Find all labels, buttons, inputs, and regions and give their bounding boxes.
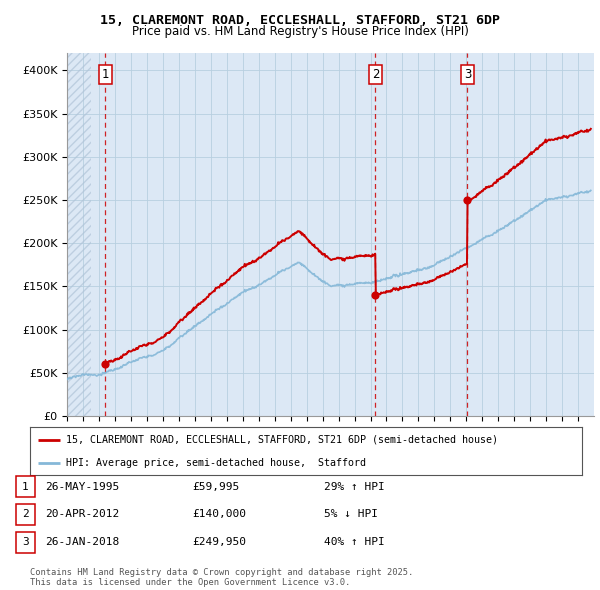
Text: 29% ↑ HPI: 29% ↑ HPI bbox=[324, 482, 385, 491]
Text: 3: 3 bbox=[464, 68, 471, 81]
Text: 3: 3 bbox=[22, 537, 29, 547]
Point bbox=[101, 359, 110, 369]
Point bbox=[371, 290, 380, 300]
Point bbox=[463, 195, 472, 205]
Text: 40% ↑ HPI: 40% ↑ HPI bbox=[324, 537, 385, 547]
Text: 1: 1 bbox=[101, 68, 109, 81]
Text: 2: 2 bbox=[22, 510, 29, 519]
Text: Contains HM Land Registry data © Crown copyright and database right 2025.
This d: Contains HM Land Registry data © Crown c… bbox=[30, 568, 413, 587]
Text: £59,995: £59,995 bbox=[192, 482, 239, 491]
Text: £249,950: £249,950 bbox=[192, 537, 246, 547]
Text: 2: 2 bbox=[372, 68, 379, 81]
Text: 15, CLAREMONT ROAD, ECCLESHALL, STAFFORD, ST21 6DP (semi-detached house): 15, CLAREMONT ROAD, ECCLESHALL, STAFFORD… bbox=[66, 435, 498, 445]
Text: 20-APR-2012: 20-APR-2012 bbox=[45, 510, 119, 519]
Text: 1: 1 bbox=[22, 482, 29, 491]
Text: 26-JAN-2018: 26-JAN-2018 bbox=[45, 537, 119, 547]
Text: 5% ↓ HPI: 5% ↓ HPI bbox=[324, 510, 378, 519]
Text: 26-MAY-1995: 26-MAY-1995 bbox=[45, 482, 119, 491]
Text: HPI: Average price, semi-detached house,  Stafford: HPI: Average price, semi-detached house,… bbox=[66, 458, 366, 468]
Text: £140,000: £140,000 bbox=[192, 510, 246, 519]
Text: Price paid vs. HM Land Registry's House Price Index (HPI): Price paid vs. HM Land Registry's House … bbox=[131, 25, 469, 38]
Text: 15, CLAREMONT ROAD, ECCLESHALL, STAFFORD, ST21 6DP: 15, CLAREMONT ROAD, ECCLESHALL, STAFFORD… bbox=[100, 14, 500, 27]
